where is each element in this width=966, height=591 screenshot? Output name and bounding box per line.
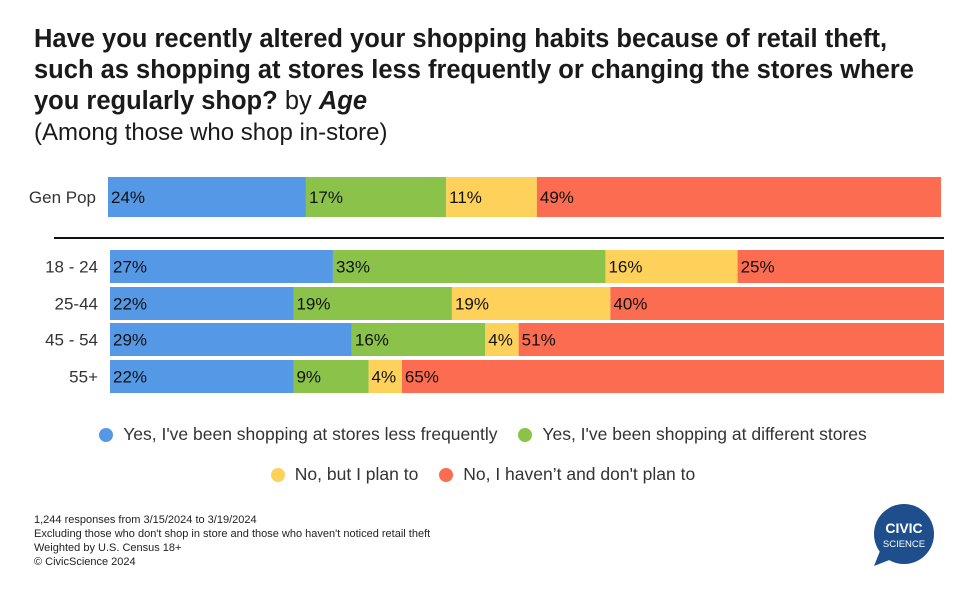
legend-swatch-green <box>518 427 533 442</box>
bar-value-label: 49% <box>540 188 574 207</box>
title-by: by <box>284 87 312 115</box>
row-label: Gen Pop <box>29 188 96 207</box>
bar-value-label: 27% <box>113 258 147 277</box>
bar-value-label: 17% <box>309 188 343 207</box>
bar-value-label: 22% <box>113 295 147 314</box>
bar-segment <box>446 177 537 217</box>
bar-segment <box>332 250 606 283</box>
logo-speech-tail <box>874 551 892 566</box>
bar-value-label: 40% <box>613 295 647 314</box>
bar-segment <box>293 287 452 320</box>
legend-label: Yes, I've been shopping at different sto… <box>542 424 867 444</box>
bar-value-label: 9% <box>296 368 321 387</box>
bar-segment <box>451 287 611 320</box>
bar-segment <box>401 360 944 393</box>
bar-segment <box>536 177 941 217</box>
bar-value-label: 51% <box>522 331 556 350</box>
bars-group: Gen Pop 24% 17% 11% 49% 18 - 24 27% 33% 16% 25% 25… <box>29 177 944 393</box>
legend-swatch-red <box>439 467 454 482</box>
title-dimension: Age <box>318 87 368 115</box>
bar-value-label: 22% <box>113 368 147 387</box>
bar-segment <box>737 250 944 283</box>
bar-segment <box>293 360 369 393</box>
footnote-responses: 1,244 responses from 3/15/2024 to 3/19/2… <box>34 514 257 526</box>
row-label: 55+ <box>69 368 98 387</box>
bar-segment <box>110 323 352 356</box>
title-question: Have you recently altered your shopping … <box>34 25 914 115</box>
bar-segment <box>605 250 738 283</box>
legend-item-different-stores: Yes, I've been shopping at different sto… <box>518 424 867 445</box>
bar-segment <box>110 250 333 283</box>
legend-label: No, but I plan to <box>294 464 419 484</box>
bar-value-label: 33% <box>336 258 370 277</box>
bar-value-label: 65% <box>405 368 439 387</box>
footnote-copyright: © CivicScience 2024 <box>34 556 136 568</box>
bar-value-label: 4% <box>372 368 397 387</box>
bar-segment <box>305 177 447 217</box>
bar-segment <box>518 323 944 356</box>
bar-value-label: 16% <box>355 331 389 350</box>
bar-segment <box>110 360 294 393</box>
row-label: 18 - 24 <box>45 258 98 277</box>
bar-segment <box>351 323 486 356</box>
legend-label: No, I haven’t and don't plan to <box>463 464 696 484</box>
bar-value-label: 16% <box>608 258 642 277</box>
legend-item-less-frequently: Yes, I've been shopping at stores less f… <box>99 424 498 445</box>
bar-value-label: 11% <box>449 188 482 207</box>
footnotes: 1,244 responses from 3/15/2024 to 3/19/2… <box>34 513 430 569</box>
footnote-exclusion: Excluding those who don't shop in store … <box>34 528 431 540</box>
legend-row-2: No, but I plan to No, I haven’t and don'… <box>0 464 966 487</box>
legend-row-1: Yes, I've been shopping at stores less f… <box>0 424 966 447</box>
bar-segment <box>110 287 294 320</box>
stacked-bar-chart: Gen Pop 24% 17% 11% 49% 18 - 24 27% 33% 16% 25% 25… <box>29 177 944 393</box>
logo-text-science: SCIENCE <box>883 539 925 550</box>
chart-subtitle: (Among those who shop in-store) <box>34 119 388 146</box>
bar-value-label: 25% <box>741 258 775 277</box>
row-label: 45 - 54 <box>45 331 98 350</box>
legend-label: Yes, I've been shopping at stores less f… <box>123 424 498 444</box>
bar-segment <box>485 323 519 356</box>
bar-value-label: 24% <box>111 188 145 207</box>
logo-text-civic: CIVIC <box>885 520 922 536</box>
bar-segment <box>108 177 306 217</box>
legend-swatch-yellow <box>270 467 285 482</box>
bar-segment <box>610 287 944 320</box>
footnote-weighting: Weighted by U.S. Census 18+ <box>34 542 182 554</box>
bar-value-label: 4% <box>488 331 513 350</box>
logo-circle <box>874 504 934 564</box>
legend-item-plan-to: No, but I plan to <box>270 464 419 485</box>
legend-swatch-blue <box>99 427 114 442</box>
legend-item-dont-plan-to: No, I haven’t and don't plan to <box>439 464 695 485</box>
bar-value-label: 29% <box>113 331 147 350</box>
row-label: 25-44 <box>55 295 98 314</box>
bar-value-label: 19% <box>455 295 489 314</box>
civicscience-logo: CIVIC SCIENCE <box>874 504 934 566</box>
bar-value-label: 19% <box>296 295 330 314</box>
chart-title: Have you recently altered your shopping … <box>34 24 934 117</box>
bar-segment <box>368 360 402 393</box>
